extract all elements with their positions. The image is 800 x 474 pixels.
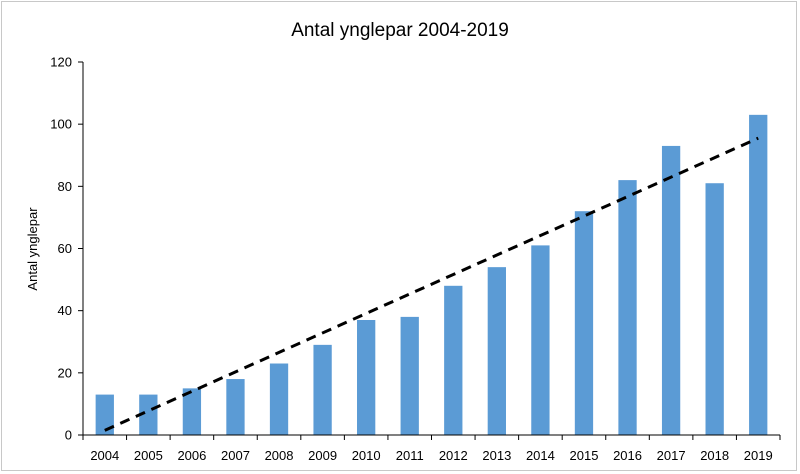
x-tick-label: 2014 [526, 448, 555, 463]
y-ticks: 0 20 40 60 80 100 120 [50, 55, 83, 443]
bar-2012 [444, 285, 463, 435]
x-tick-label: 2004 [90, 448, 119, 463]
bar-2016 [618, 180, 637, 435]
y-tick-label: 40 [58, 303, 72, 318]
bar-2018 [705, 183, 724, 435]
bar-2010 [357, 319, 376, 435]
bar-2008 [269, 363, 289, 435]
x-tick-label: 2007 [221, 448, 250, 463]
bar-2014 [531, 245, 550, 435]
y-tick-label: 20 [58, 365, 72, 380]
bar-2004 [95, 394, 114, 435]
bar-2007 [226, 379, 245, 435]
x-tick-label: 2006 [177, 448, 206, 463]
bars [95, 114, 768, 436]
x-tick-label: 2011 [396, 448, 424, 463]
bar-2006 [182, 388, 202, 435]
x-tick-label: 2018 [700, 448, 729, 463]
bar-2017 [661, 145, 681, 436]
y-tick-label: 80 [58, 179, 72, 194]
trendline-line [104, 136, 759, 432]
x-tick-label: 2015 [570, 448, 599, 463]
y-tick-label: 0 [65, 428, 72, 443]
bar-2013 [487, 267, 506, 435]
x-tick-label: 2010 [352, 448, 381, 463]
bar-2009 [313, 344, 332, 435]
chart-title: Antal ynglepar 2004-2019 [291, 20, 509, 41]
x-tick-label: 2017 [657, 448, 686, 463]
x-ticks: 2004 2005 2006 2007 2008 2009 2010 2011 2012 2013… [82, 435, 781, 463]
x-tick-label: 2013 [482, 448, 511, 463]
y-tick-label: 60 [58, 241, 72, 256]
axes [82, 62, 780, 436]
bar-2019 [749, 114, 768, 435]
x-tick-label: 2016 [613, 448, 642, 463]
x-tick-label: 2009 [308, 448, 337, 463]
y-tick-label: 100 [50, 117, 72, 132]
trendline [104, 136, 759, 432]
bar-2005 [139, 394, 158, 435]
x-tick-label: 2005 [134, 448, 163, 463]
y-tick-label: 120 [50, 55, 72, 70]
y-axis-label: Antal ynglepar [25, 207, 40, 291]
bar-2011 [400, 316, 419, 435]
x-tick-label: 2019 [744, 448, 773, 463]
x-tick-label: 2008 [265, 448, 294, 463]
bar-2015 [574, 211, 594, 435]
x-tick-label: 2012 [439, 448, 468, 463]
